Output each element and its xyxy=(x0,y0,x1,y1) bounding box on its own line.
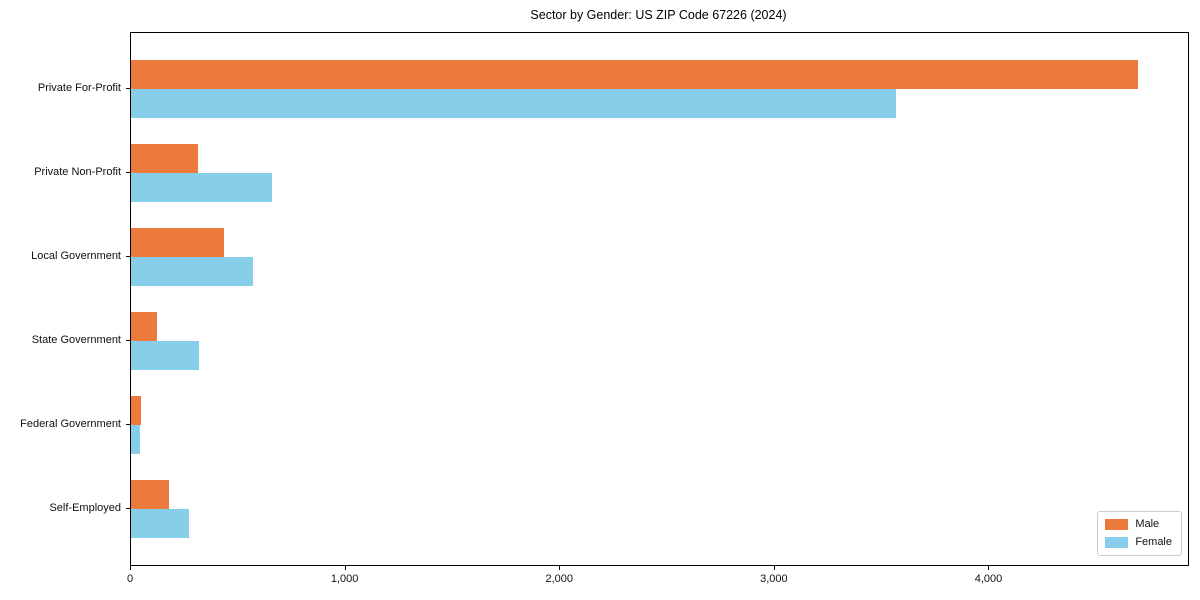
bar-male-3 xyxy=(131,312,157,341)
x-tick-label-3: 3,000 xyxy=(760,573,788,585)
bar-male-0 xyxy=(131,60,1138,89)
bar-female-2 xyxy=(131,257,254,286)
x-tick-label-2: 2,000 xyxy=(545,573,573,585)
x-tick-2 xyxy=(559,566,561,570)
y-category-label-4: Federal Government xyxy=(20,418,121,430)
x-tick-label-1: 1,000 xyxy=(330,573,359,585)
x-tick-label-4: 4,000 xyxy=(974,573,1003,585)
bar-female-1 xyxy=(131,173,272,202)
y-tick-2 xyxy=(126,256,130,257)
bar-female-4 xyxy=(131,425,140,454)
x-tick-3 xyxy=(773,566,775,570)
bar-male-4 xyxy=(131,396,142,425)
legend-swatch-female xyxy=(1105,537,1129,548)
x-tick-4 xyxy=(988,566,990,570)
legend-item-female: Female xyxy=(1105,536,1172,549)
bar-female-3 xyxy=(131,341,199,370)
y-tick-1 xyxy=(126,172,130,173)
y-category-label-3: State Government xyxy=(31,334,121,346)
legend-item-male: Male xyxy=(1105,518,1172,531)
bar-female-5 xyxy=(131,509,189,538)
y-tick-5 xyxy=(126,508,130,509)
y-tick-0 xyxy=(126,88,130,89)
legend: Male Female xyxy=(1097,511,1182,556)
y-category-label-2: Local Government xyxy=(31,250,121,262)
bar-male-1 xyxy=(131,144,198,173)
x-tick-label-0: 0 xyxy=(126,573,134,585)
y-tick-4 xyxy=(126,424,130,425)
bar-male-5 xyxy=(131,480,169,509)
x-tick-1 xyxy=(344,566,346,570)
y-category-label-1: Private Non-Profit xyxy=(34,166,121,178)
chart-title: Sector by Gender: US ZIP Code 67226 (202… xyxy=(530,8,787,22)
plot-area: Male Female xyxy=(130,32,1189,566)
legend-label-female: Female xyxy=(1135,536,1172,548)
legend-label-male: Male xyxy=(1135,518,1160,530)
y-category-label-5: Self-Employed xyxy=(49,502,121,514)
y-category-label-0: Private For-Profit xyxy=(37,82,121,94)
bar-male-2 xyxy=(131,228,225,257)
x-tick-0 xyxy=(130,566,131,570)
legend-swatch-male xyxy=(1105,519,1129,530)
bar-female-0 xyxy=(131,89,897,118)
y-tick-3 xyxy=(126,340,130,341)
